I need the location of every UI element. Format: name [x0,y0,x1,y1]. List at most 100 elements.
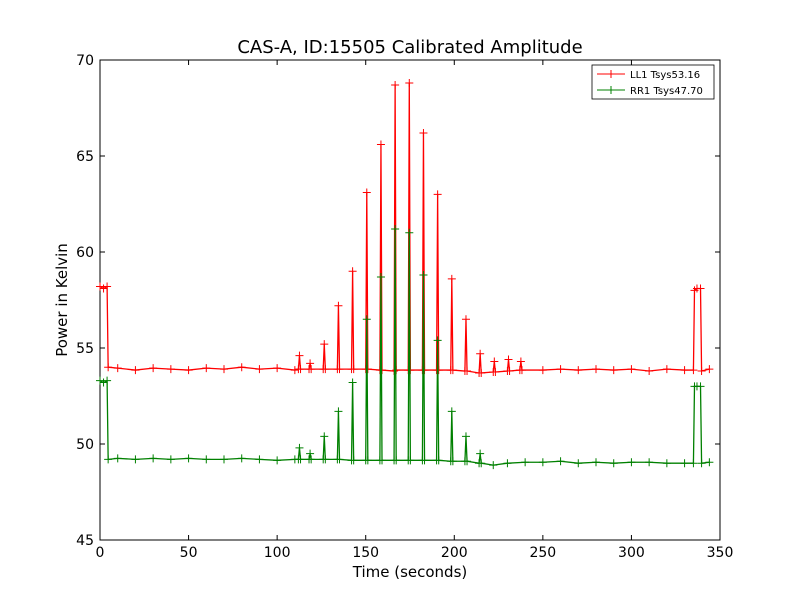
y-tick-label: 70 [76,53,94,69]
data-point-marker [696,382,705,391]
data-point-marker [335,365,344,374]
x-axis: 0 50 100 150 200 250 300 350 [96,60,733,561]
data-point-marker [662,365,671,374]
y-tick-label: 55 [76,341,94,357]
series-ll1 [96,79,714,377]
y-tick-label: 60 [76,245,94,261]
data-point-marker [609,366,618,375]
y-tick-label: 45 [76,533,94,549]
data-point-marker [516,357,525,366]
data-point-marker [295,443,304,452]
data-point-marker [255,455,264,464]
data-point-marker [290,366,299,375]
data-point-marker [362,188,371,197]
data-point-marker [680,366,689,375]
data-point-marker [202,364,211,373]
data-point-marker [697,367,706,376]
data-point-marker [334,301,343,310]
data-point-marker [680,459,689,468]
data-point-marker [476,349,485,358]
data-point-marker [273,456,282,465]
data-point-marker [705,365,714,374]
data-point-marker [627,365,636,374]
y-axis: 45 50 55 60 65 70 [76,53,720,549]
data-point-marker [376,272,385,281]
y-tick-label: 65 [76,149,94,165]
data-point-marker [538,458,547,467]
x-tick-label: 300 [618,545,645,561]
plot-area [96,59,721,541]
data-point-marker [237,454,246,463]
data-point-marker [447,274,456,283]
data-point-marker [505,367,514,376]
data-point-marker [433,336,442,345]
data-point-marker [476,449,485,458]
data-point-marker [689,459,698,468]
data-point-marker [362,315,371,324]
x-tick-label: 0 [96,545,105,561]
data-point-marker [662,459,671,468]
data-point-marker [149,454,158,463]
data-point-marker [461,432,470,441]
x-tick-label: 250 [529,545,556,561]
data-point-marker [349,456,358,465]
data-point-marker [592,365,600,374]
data-point-marker [504,355,513,364]
data-point-marker [406,456,415,465]
data-point-marker [104,363,113,372]
data-point-marker [574,459,583,468]
data-point-marker [645,458,654,467]
data-point-marker [103,376,112,385]
data-point-marker [490,357,499,366]
series-rr1 [96,224,714,470]
data-point-marker [645,367,654,376]
data-point-marker [419,271,428,280]
data-point-marker [113,364,122,373]
data-point-marker [306,359,315,368]
data-point-marker [491,368,500,376]
data-point-marker [378,456,387,465]
data-point-marker [113,454,122,463]
data-point-marker [521,458,530,467]
legend-label-ll1: LL1 Tsys53.16 [630,70,700,81]
legend-marker-rr1 [607,86,615,94]
data-point-marker [296,455,305,464]
data-point-marker [448,366,457,375]
data-point-marker [103,282,112,291]
data-point-marker [321,455,330,464]
data-point-marker [697,459,706,468]
data-point-marker [556,457,565,466]
data-point-marker [273,364,282,373]
legend-entry-rr1: RR1 Tsys47.70 [597,86,703,97]
data-point-marker [321,365,330,374]
data-point-marker [448,457,457,466]
plot-frame [99,59,721,541]
data-point-marker [335,455,344,464]
data-point-marker [295,351,304,360]
data-point-marker [149,364,158,373]
data-point-marker [104,455,113,464]
legend-box [591,64,715,100]
data-point-marker [99,378,108,387]
data-point-marker [689,366,698,375]
data-point-marker [447,407,456,416]
data-point-marker [574,366,583,375]
data-point-marker [391,80,400,89]
data-point-marker [556,365,565,374]
data-point-marker [348,267,357,276]
data-point-marker [320,340,329,349]
x-tick-label: 100 [264,545,291,561]
data-point-marker [166,455,175,464]
x-tick-label: 150 [352,545,379,561]
legend-label-rr1: RR1 Tsys47.70 [630,86,703,97]
data-point-marker [96,376,104,385]
data-point-marker [363,456,372,465]
data-point-marker [696,284,705,293]
data-point-marker [255,365,264,374]
data-point-marker [434,456,443,465]
data-point-marker [307,365,316,374]
data-point-marker [220,455,228,464]
data-point-marker [705,458,714,467]
data-point-marker [131,455,140,464]
data-point-marker [392,456,401,465]
